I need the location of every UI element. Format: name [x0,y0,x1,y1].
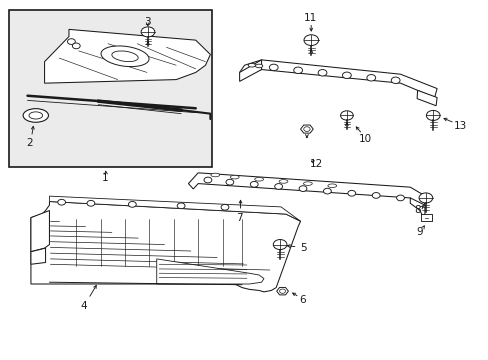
Text: 5: 5 [299,243,305,253]
Polygon shape [416,90,436,106]
Circle shape [128,202,136,207]
Circle shape [274,184,282,189]
Circle shape [177,203,184,209]
Ellipse shape [210,173,219,177]
Circle shape [396,195,404,201]
Circle shape [72,43,80,49]
Polygon shape [31,202,300,292]
Circle shape [390,77,399,84]
Bar [420,215,431,221]
Circle shape [418,193,432,203]
Ellipse shape [303,182,312,185]
Text: 13: 13 [452,121,466,131]
Circle shape [269,64,278,71]
Ellipse shape [112,51,138,62]
Circle shape [273,239,286,249]
Polygon shape [409,198,424,216]
Text: 10: 10 [358,134,371,144]
Circle shape [323,188,330,194]
Polygon shape [188,173,424,211]
Circle shape [366,75,375,81]
Circle shape [221,204,228,210]
Ellipse shape [23,109,48,122]
Ellipse shape [101,46,149,67]
Text: 12: 12 [309,159,323,169]
Polygon shape [44,30,210,83]
Circle shape [299,186,306,192]
Ellipse shape [255,64,262,68]
Polygon shape [49,196,300,221]
Polygon shape [239,60,436,98]
Circle shape [347,190,355,196]
Polygon shape [31,248,45,264]
Text: 1: 1 [102,173,109,183]
Circle shape [293,67,302,73]
Ellipse shape [230,175,239,179]
Text: 6: 6 [299,295,305,305]
Text: 11: 11 [303,13,316,23]
Ellipse shape [247,63,255,67]
Circle shape [303,127,309,131]
Polygon shape [31,211,49,252]
Circle shape [279,289,285,293]
Polygon shape [157,259,264,284]
Ellipse shape [279,180,287,183]
Circle shape [250,181,258,187]
Circle shape [58,199,65,205]
Circle shape [141,27,155,37]
Ellipse shape [29,112,42,119]
Text: 7: 7 [236,213,243,222]
Circle shape [203,177,211,183]
Polygon shape [300,125,313,133]
Circle shape [340,111,352,120]
Circle shape [371,193,379,198]
Circle shape [342,72,350,78]
Circle shape [87,201,95,206]
Polygon shape [276,287,288,295]
Bar [9,10,211,167]
Circle shape [304,35,318,45]
Ellipse shape [254,177,263,181]
Text: 9: 9 [416,227,423,237]
Polygon shape [239,60,261,81]
Ellipse shape [327,184,336,188]
Circle shape [318,69,326,76]
Text: 4: 4 [80,301,87,311]
Circle shape [225,179,233,185]
Circle shape [67,39,75,44]
Text: 2: 2 [26,139,33,148]
Text: 8: 8 [413,206,420,216]
Text: 3: 3 [143,17,150,27]
Circle shape [426,111,439,121]
